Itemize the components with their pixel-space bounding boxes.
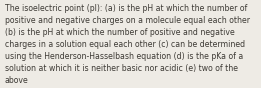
Text: above: above — [5, 76, 28, 85]
Text: positive and negative charges on a molecule equal each other: positive and negative charges on a molec… — [5, 16, 250, 25]
Text: using the Henderson-Hasselbash equation (d) is the pKa of a: using the Henderson-Hasselbash equation … — [5, 52, 243, 61]
Text: charges in a solution equal each other (c) can be determined: charges in a solution equal each other (… — [5, 40, 245, 49]
Text: The isoelectric point (pI): (a) is the pH at which the number of: The isoelectric point (pI): (a) is the p… — [5, 4, 247, 12]
Text: solution at which it is neither basic nor acidic (e) two of the: solution at which it is neither basic no… — [5, 64, 238, 73]
Text: (b) is the pH at which the number of positive and negative: (b) is the pH at which the number of pos… — [5, 28, 234, 37]
